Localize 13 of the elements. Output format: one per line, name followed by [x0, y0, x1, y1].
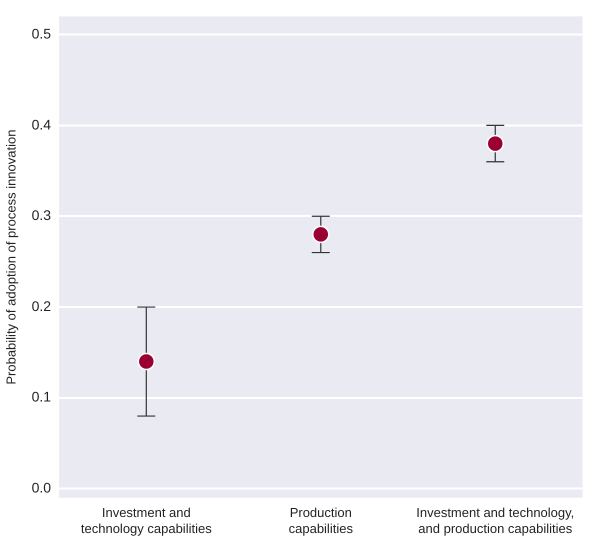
y-tick-label: 0.5 — [32, 25, 52, 42]
y-tick-label: 0.0 — [32, 480, 52, 496]
x-tick-label: Investment and technology capabilities — [80, 505, 212, 536]
point — [486, 134, 504, 152]
y-tick-label: 0.3 — [32, 207, 52, 224]
y-tick-label: 0.1 — [32, 388, 52, 405]
point — [138, 352, 156, 370]
point — [312, 226, 330, 244]
x-tick-label: Production capabilities — [288, 505, 354, 536]
y-axis-title: Probability of adoption of process innovation — [3, 130, 18, 385]
x-tick-label: Investment and technology, and production capabilities — [416, 505, 574, 536]
y-tick-label: 0.4 — [32, 116, 52, 132]
y-tick-label: 0.2 — [32, 298, 52, 314]
